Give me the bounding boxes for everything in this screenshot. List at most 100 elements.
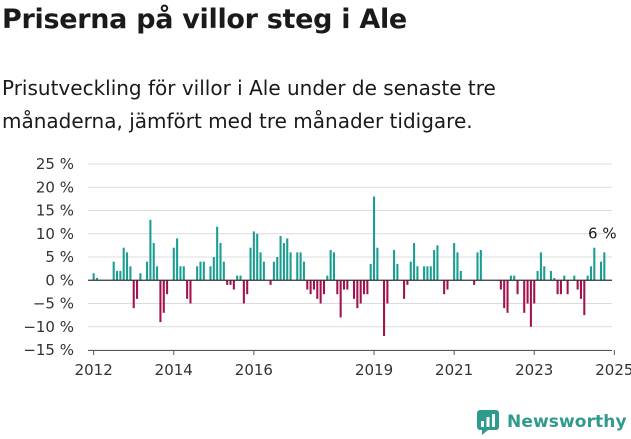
- bars: [92, 196, 606, 337]
- bar: [95, 277, 99, 281]
- x-tick-label: 2021: [435, 361, 473, 379]
- bar: [369, 263, 372, 281]
- bar: [236, 275, 239, 281]
- bar: [566, 280, 569, 295]
- bar: [189, 280, 192, 304]
- bar: [589, 266, 593, 281]
- bar: [563, 275, 566, 281]
- gridlines: [88, 163, 612, 351]
- bar: [599, 261, 603, 281]
- y-tick-label: 10 %: [36, 225, 74, 243]
- chart-title: Priserna på villor steg i Ale: [2, 4, 407, 35]
- bar: [362, 280, 366, 295]
- bar: [453, 243, 456, 281]
- annotations: 6 %: [588, 224, 617, 242]
- bar: [272, 261, 275, 281]
- bar: [269, 280, 272, 285]
- bar: [202, 261, 205, 281]
- bar: [332, 252, 336, 281]
- bar: [409, 261, 412, 281]
- bar: [523, 280, 526, 313]
- bar: [166, 280, 169, 295]
- bar: [533, 280, 536, 304]
- chart-subtitle: Prisutveckling för villor i Ale under de…: [2, 76, 496, 133]
- bar: [249, 247, 252, 281]
- bar: [336, 280, 339, 295]
- bar: [182, 266, 185, 281]
- bar: [146, 261, 149, 281]
- bar: [352, 280, 356, 299]
- bar: [426, 266, 429, 281]
- bar: [172, 247, 175, 281]
- bar: [112, 261, 115, 281]
- bar: [209, 266, 212, 281]
- bar: [242, 280, 245, 304]
- bar: [282, 243, 285, 281]
- bar: [312, 280, 315, 290]
- y-tick-label: 0 %: [45, 271, 74, 289]
- bar: [459, 270, 462, 281]
- bar: [423, 266, 426, 281]
- bar: [576, 280, 579, 290]
- y-tick-label: −5 %: [33, 295, 74, 313]
- y-tick-label: 20 %: [36, 178, 74, 196]
- bar: [286, 238, 289, 281]
- bar: [226, 280, 229, 285]
- bar: [159, 280, 162, 323]
- bar: [329, 250, 332, 281]
- bar: [503, 280, 506, 309]
- bar: [92, 273, 95, 281]
- bar: [479, 250, 482, 281]
- bar: [219, 243, 222, 281]
- x-tick-label: 2014: [155, 361, 193, 379]
- bar: [339, 280, 342, 318]
- y-axis-labels: −15 % −10 % −5 % 0 % 5 % 10 % 15 % 20 % 25 %: [23, 155, 74, 359]
- bar: [443, 280, 446, 295]
- bar: [429, 266, 432, 281]
- bar: [259, 252, 262, 281]
- bar: [126, 252, 129, 281]
- bar: [239, 275, 242, 281]
- bar: [543, 266, 546, 281]
- last-value-annotation: 6 %: [588, 224, 617, 242]
- bar: [579, 280, 582, 299]
- bar: [322, 280, 325, 295]
- bar: [319, 280, 322, 304]
- bar: [356, 280, 359, 309]
- bar: [299, 252, 302, 281]
- bar: [406, 280, 409, 285]
- bar: [176, 238, 179, 281]
- bar: [256, 233, 259, 281]
- bar: [229, 280, 232, 285]
- bar: [342, 280, 346, 290]
- bar: [326, 275, 329, 281]
- bar: [306, 280, 309, 290]
- bar: [186, 280, 189, 299]
- bar: [359, 280, 362, 304]
- bar: [593, 247, 596, 281]
- y-tick-label: −15 %: [23, 341, 74, 359]
- y-tick-label: 15 %: [36, 202, 74, 220]
- bar: [573, 275, 576, 281]
- bar: [152, 243, 155, 281]
- x-axis-labels: 2012 2014 2016 2019 2021 2023 2025: [75, 361, 631, 379]
- y-tick-label: 25 %: [36, 155, 74, 173]
- bar: [553, 277, 556, 281]
- x-tick-label: 2016: [235, 361, 273, 379]
- bar: [116, 270, 119, 281]
- bar: [139, 273, 142, 281]
- bar: [212, 257, 215, 281]
- bar: [413, 243, 416, 281]
- axes: [88, 279, 615, 355]
- x-tick-label: 2019: [355, 361, 393, 379]
- bar: [539, 252, 542, 281]
- bar: [262, 261, 265, 281]
- bar: [316, 280, 319, 299]
- bar: [416, 266, 419, 281]
- newsworthy-brand: Newsworthy: [476, 408, 627, 436]
- bar: [302, 261, 305, 281]
- bar: [373, 196, 376, 281]
- bar: [122, 247, 125, 281]
- bar: [199, 261, 202, 281]
- bar: [129, 266, 132, 281]
